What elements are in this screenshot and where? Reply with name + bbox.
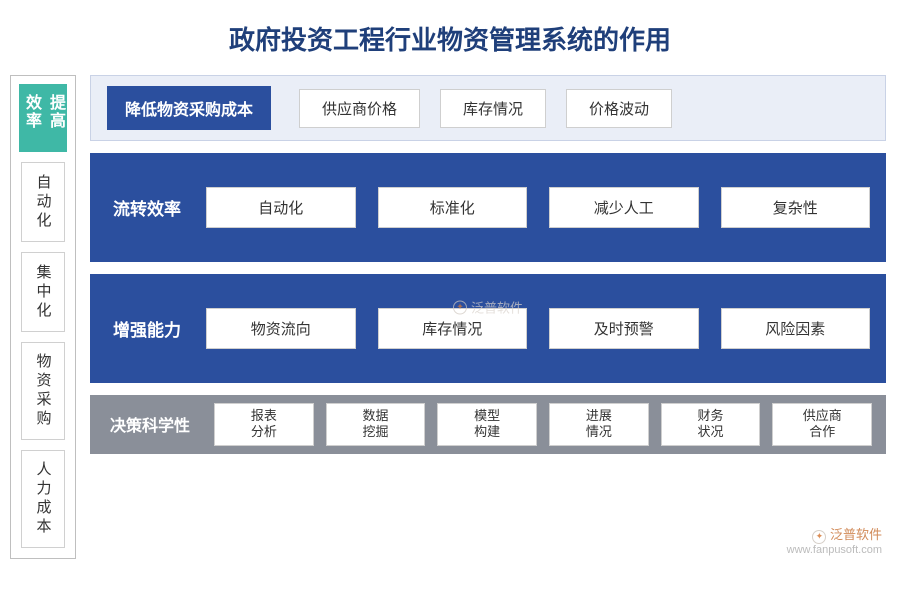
row-decision-items: 报表分析 数据挖掘 模型构建 进展情况 财务状况 供应商合作 [214, 403, 872, 446]
row-capability: 增强能力 物资流向 库存情况 及时预警 风险因素 [90, 274, 886, 383]
row-decision: 决策科学性 报表分析 数据挖掘 模型构建 进展情况 财务状况 供应商合作 [90, 395, 886, 454]
chip-eff-0: 自动化 [206, 187, 356, 228]
row-cost: 降低物资采购成本 供应商价格 库存情况 价格波动 [90, 75, 886, 141]
sidebar-main: 提高效率 [19, 84, 67, 152]
sidebar-item-2: 物资采购 [21, 342, 65, 440]
watermark-br-logo-icon: ✦ [812, 530, 826, 544]
chip-cost-0: 供应商价格 [299, 89, 420, 128]
row-efficiency-label: 流转效率 [106, 195, 188, 220]
chip-cap-1: 库存情况 [378, 308, 528, 349]
chip-dec-3: 进展情况 [549, 403, 649, 446]
sidebar-item-0: 自动化 [21, 162, 65, 242]
chip-dec-2: 模型构建 [437, 403, 537, 446]
chip-eff-3: 复杂性 [721, 187, 871, 228]
chip-eff-1: 标准化 [378, 187, 528, 228]
sidebar-item-1: 集中化 [21, 252, 65, 332]
row-cost-label: 降低物资采购成本 [107, 86, 271, 130]
row-cost-items: 供应商价格 库存情况 价格波动 [299, 89, 869, 128]
chip-dec-4: 财务状况 [661, 403, 761, 446]
watermark-bottom-right: ✦ 泛普软件 www.fanpusoft.com [787, 527, 882, 557]
chip-cap-0: 物资流向 [206, 308, 356, 349]
main-panel: 降低物资采购成本 供应商价格 库存情况 价格波动 流转效率 自动化 标准化 减少… [90, 75, 886, 559]
chip-cost-2: 价格波动 [566, 89, 672, 128]
row-capability-items: 物资流向 库存情况 及时预警 风险因素 [206, 308, 870, 349]
chip-dec-1: 数据挖掘 [326, 403, 426, 446]
row-capability-label: 增强能力 [106, 316, 188, 341]
content-area: 提高效率 自动化 集中化 物资采购 人力成本 降低物资采购成本 供应商价格 库存… [0, 75, 900, 559]
page-title: 政府投资工程行业物资管理系统的作用 [0, 0, 900, 75]
watermark-br-brand: 泛普软件 [830, 527, 882, 542]
watermark-br-url: www.fanpusoft.com [787, 544, 882, 557]
chip-cap-3: 风险因素 [721, 308, 871, 349]
row-decision-label: 决策科学性 [104, 412, 196, 436]
sidebar: 提高效率 自动化 集中化 物资采购 人力成本 [10, 75, 76, 559]
sidebar-item-3: 人力成本 [21, 450, 65, 548]
chip-dec-0: 报表分析 [214, 403, 314, 446]
chip-dec-5: 供应商合作 [772, 403, 872, 446]
row-efficiency-items: 自动化 标准化 减少人工 复杂性 [206, 187, 870, 228]
chip-cap-2: 及时预警 [549, 308, 699, 349]
row-efficiency: 流转效率 自动化 标准化 减少人工 复杂性 [90, 153, 886, 262]
chip-eff-2: 减少人工 [549, 187, 699, 228]
chip-cost-1: 库存情况 [440, 89, 546, 128]
